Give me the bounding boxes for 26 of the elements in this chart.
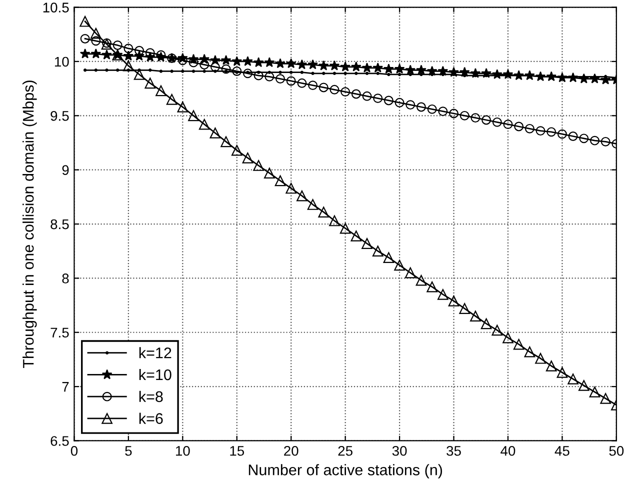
legend-label: k=6 bbox=[139, 412, 163, 424]
x-tick-label: 50 bbox=[609, 446, 624, 456]
y-tick-label: 8 bbox=[62, 274, 69, 284]
x-tick-label: 20 bbox=[284, 446, 298, 456]
x-tick-label: 45 bbox=[554, 446, 570, 456]
x-tick-label: 35 bbox=[446, 446, 461, 456]
y-tick-label: 10 bbox=[54, 56, 69, 67]
x-axis-title: Number of active stations (n) bbox=[248, 464, 442, 478]
legend-label: k=8 bbox=[139, 390, 163, 402]
y-tick-label: 9.5 bbox=[50, 110, 69, 121]
y-tick-label: 8.5 bbox=[50, 219, 69, 230]
x-tick-label: 30 bbox=[392, 446, 407, 456]
y-tick-label: 9 bbox=[62, 165, 69, 176]
y-tick-label: 10.5 bbox=[43, 2, 69, 12]
x-tick-label: 10 bbox=[176, 446, 190, 456]
legend-label: k=12 bbox=[139, 347, 172, 358]
legend-label: k=10 bbox=[139, 368, 172, 380]
y-tick-label: 6.5 bbox=[50, 436, 69, 446]
x-tick-label: 15 bbox=[230, 446, 244, 456]
y-tick-label: 7.5 bbox=[50, 328, 69, 338]
x-tick-label: 25 bbox=[338, 446, 352, 456]
y-tick-label: 7 bbox=[62, 382, 69, 392]
y-axis-title: Throughput in one collision domain (Mbps) bbox=[22, 80, 37, 368]
x-tick-label: 5 bbox=[125, 446, 132, 456]
x-tick-label: 0 bbox=[70, 446, 78, 456]
x-tick-label: 40 bbox=[500, 446, 516, 456]
